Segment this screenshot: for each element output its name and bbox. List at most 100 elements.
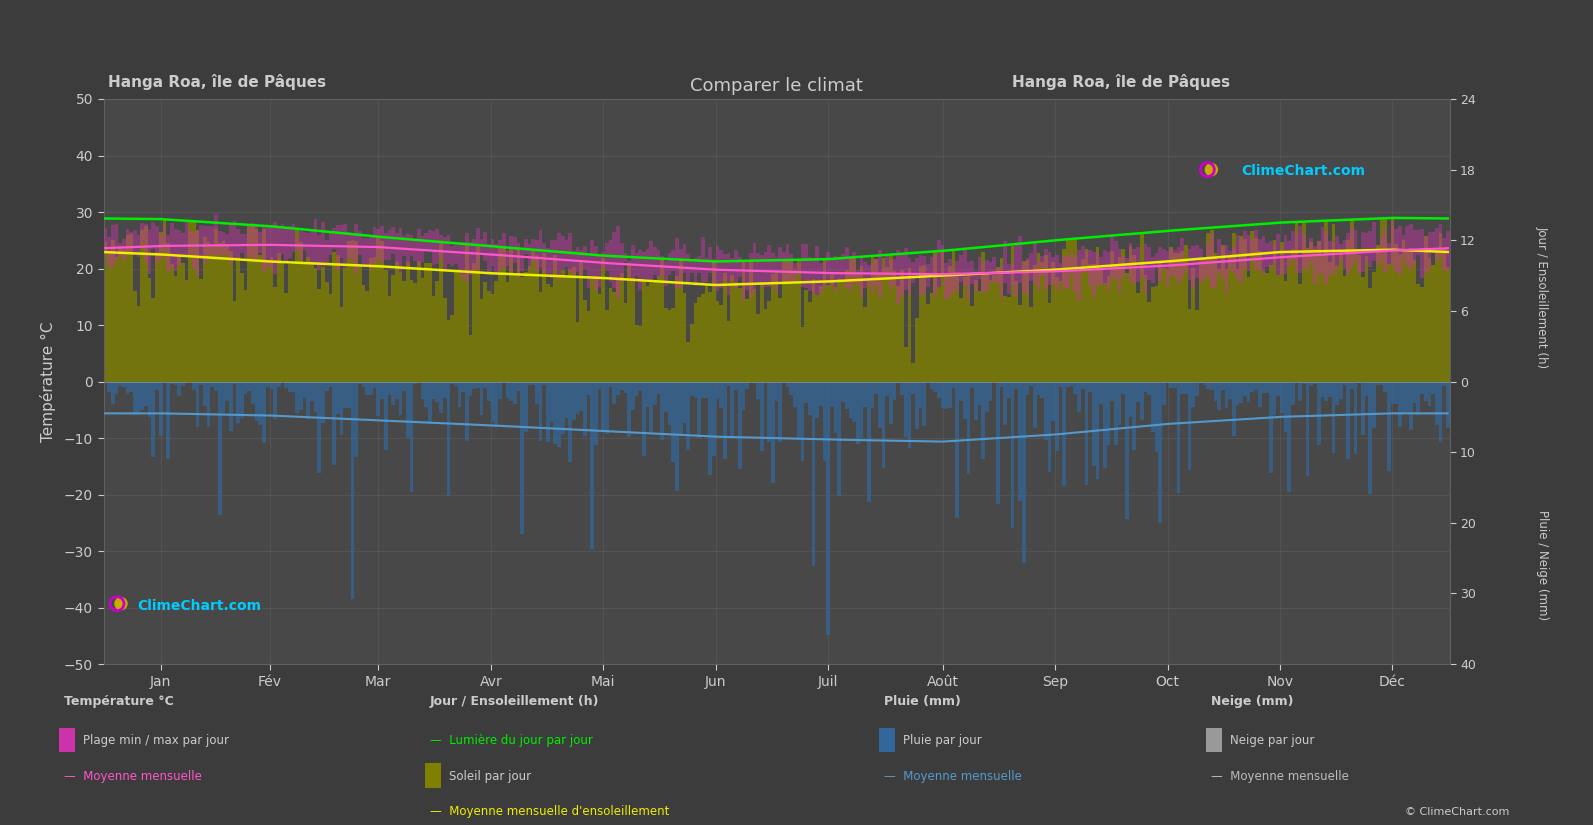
Bar (521, 249, 524, 271)
Bar (1040, 262, 1043, 381)
Bar (417, 229, 421, 265)
Bar (1360, 232, 1365, 272)
Bar (177, 230, 182, 265)
Bar (284, 293, 288, 381)
Bar (272, 287, 277, 381)
Bar (358, 231, 362, 255)
Text: —  Moyenne mensuelle: — Moyenne mensuelle (884, 770, 1023, 783)
Bar (951, 266, 956, 291)
Bar (1431, 381, 1435, 394)
Bar (303, 232, 306, 250)
Bar (616, 280, 620, 381)
Bar (269, 381, 272, 389)
Bar (1298, 284, 1301, 381)
Bar (819, 263, 822, 293)
Bar (465, 244, 468, 381)
Bar (155, 226, 159, 263)
Bar (311, 381, 314, 401)
Bar (650, 284, 653, 381)
Bar (317, 381, 322, 473)
Bar (1188, 248, 1192, 280)
Bar (299, 381, 303, 410)
Bar (263, 229, 266, 381)
Bar (1247, 277, 1251, 381)
Bar (698, 381, 701, 438)
Bar (867, 281, 871, 381)
Bar (104, 242, 107, 381)
Bar (1321, 381, 1324, 398)
Bar (1114, 241, 1118, 279)
Bar (1051, 257, 1055, 284)
Bar (653, 248, 656, 275)
Bar (693, 304, 698, 381)
Bar (1180, 381, 1184, 394)
Bar (174, 229, 177, 271)
Bar (1192, 246, 1195, 290)
Bar (1129, 381, 1133, 417)
Bar (148, 381, 151, 417)
Bar (911, 381, 914, 394)
Bar (945, 263, 948, 299)
Bar (672, 250, 675, 271)
Bar (1188, 381, 1192, 470)
Bar (476, 245, 479, 381)
Bar (628, 261, 631, 276)
Text: Température °C: Température °C (64, 695, 174, 709)
Bar (1026, 260, 1029, 381)
Bar (973, 280, 978, 381)
Bar (886, 267, 889, 381)
Bar (342, 267, 347, 381)
Bar (1231, 381, 1236, 436)
Bar (878, 274, 881, 381)
Bar (774, 381, 779, 401)
Bar (303, 262, 306, 381)
Bar (303, 381, 306, 398)
Bar (908, 381, 911, 448)
Bar (107, 251, 112, 381)
Bar (1059, 280, 1063, 381)
Bar (1000, 381, 1004, 387)
Bar (1070, 381, 1074, 386)
Bar (996, 268, 1000, 284)
Bar (609, 288, 612, 381)
Bar (476, 228, 479, 270)
Bar (645, 286, 650, 381)
Bar (134, 381, 137, 415)
Bar (1231, 233, 1236, 381)
Bar (1074, 381, 1077, 394)
Bar (650, 381, 653, 431)
Bar (653, 282, 656, 381)
Bar (1236, 269, 1239, 381)
Bar (1125, 273, 1129, 381)
Bar (538, 230, 542, 268)
Bar (473, 239, 476, 271)
Bar (656, 381, 661, 394)
Bar (1368, 381, 1372, 494)
Bar (1169, 381, 1172, 388)
Bar (620, 243, 623, 282)
Bar (505, 381, 510, 398)
Bar (457, 271, 462, 381)
Bar (204, 226, 207, 262)
Bar (325, 240, 328, 262)
Bar (491, 239, 494, 266)
Bar (151, 222, 155, 249)
Bar (1431, 266, 1435, 381)
Bar (1251, 381, 1254, 393)
Bar (945, 381, 948, 409)
Bar (546, 248, 550, 274)
Bar (981, 381, 984, 459)
Bar (569, 233, 572, 272)
Bar (1324, 221, 1329, 381)
Bar (628, 381, 631, 437)
Bar (897, 250, 900, 304)
Bar (292, 224, 295, 252)
Bar (328, 294, 333, 381)
Bar (897, 286, 900, 381)
Bar (1110, 251, 1114, 381)
Bar (263, 381, 266, 443)
Bar (631, 278, 634, 381)
Bar (376, 229, 381, 259)
Bar (639, 250, 642, 290)
Bar (661, 256, 664, 276)
